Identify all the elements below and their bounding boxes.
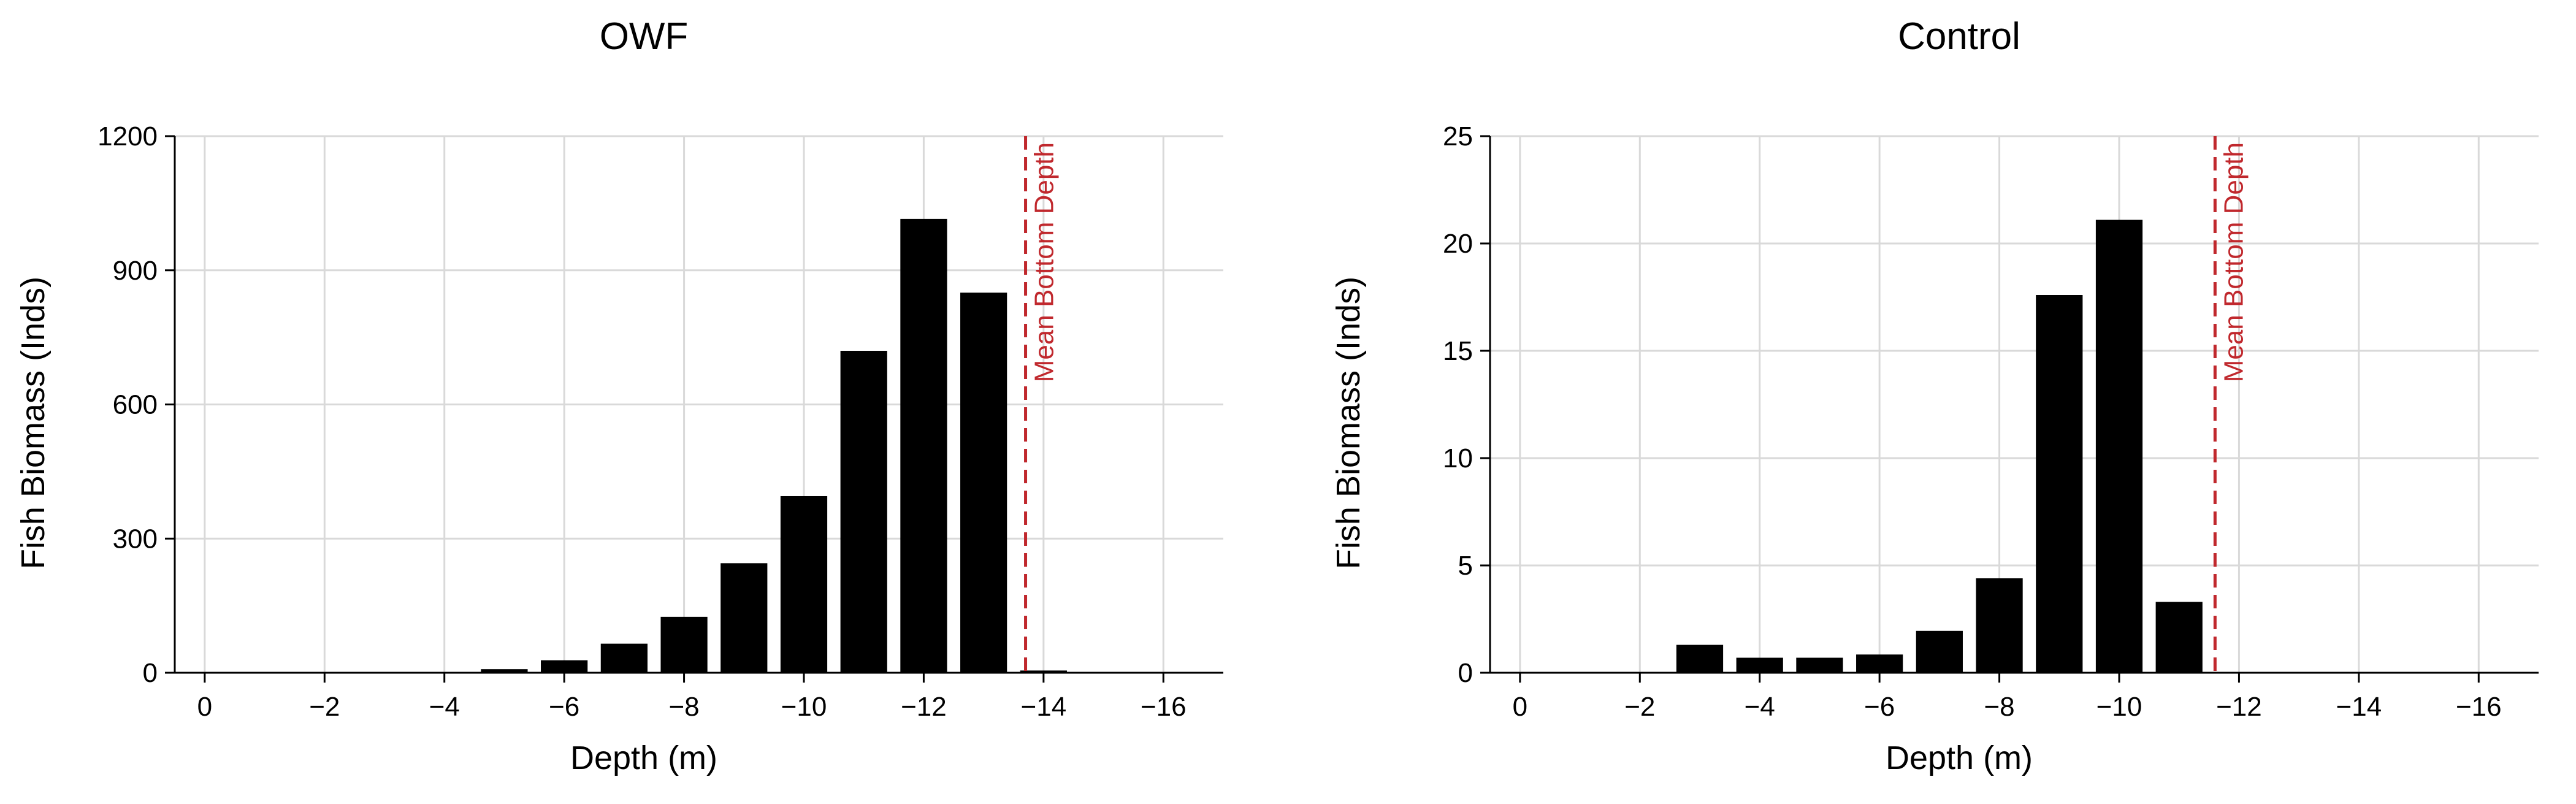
x-tick-label: −8 (668, 692, 699, 722)
mean-bottom-depth-label: Mean Bottom Depth (2219, 142, 2249, 382)
x-tick-label: 0 (1513, 692, 1527, 722)
x-tick-label: −8 (1984, 692, 2014, 722)
x-tick-label: −16 (1141, 692, 1187, 722)
chart-control: Mean Bottom Depth 0 −2 −4 −6 −8 −10 −12 −14 −160… (1330, 15, 2539, 776)
reference-layer: Mean Bottom Depth (2213, 136, 2249, 673)
x-tick-label: −12 (901, 692, 947, 722)
y-tick-label: 0 (1458, 658, 1473, 688)
bar (1676, 645, 1724, 673)
y-tick-label: 10 (1443, 443, 1473, 473)
y-tick-label: 300 (113, 524, 158, 554)
bar (1020, 670, 1067, 673)
ticks: 0 −2 −4 −6 −8 −10 −12 −14 −16 0 5 10 15 20 25 (1443, 121, 2502, 722)
bar (481, 669, 528, 673)
bar (600, 643, 648, 673)
y-tick-label: 25 (1443, 121, 1473, 151)
grid-lines (175, 135, 1223, 673)
bar (1856, 654, 1903, 673)
bar (900, 218, 947, 673)
x-tick-label: −10 (781, 692, 827, 722)
x-tick-label: −14 (1021, 692, 1067, 722)
y-axis-label: Fish Biomass (Inds) (1330, 277, 1367, 569)
bar (720, 563, 768, 673)
bar (1916, 630, 1963, 673)
bar (1796, 657, 1843, 673)
bar (2155, 602, 2203, 673)
bars (361, 218, 1067, 673)
y-tick-label: 1200 (97, 121, 158, 151)
y-tick-label: 15 (1443, 336, 1473, 366)
y-tick-label: 0 (143, 658, 158, 688)
y-tick-label: 600 (113, 390, 158, 420)
x-tick-label: −4 (429, 692, 460, 722)
bars (1676, 220, 2203, 673)
x-axis-label: Depth (m) (570, 740, 717, 776)
x-tick-label: −2 (309, 692, 340, 722)
x-tick-label: −12 (2216, 692, 2262, 722)
bar (960, 293, 1007, 673)
y-axis-label: Fish Biomass (Inds) (15, 277, 52, 569)
x-axis-label: Depth (m) (1886, 740, 2033, 776)
x-tick-label: −6 (549, 692, 579, 722)
chart-owf: Mean Bottom Depth 0 −2 −4 −6 −8 −10 −12 −14 −160… (15, 15, 1223, 776)
bar (2036, 295, 2083, 673)
x-tick-label: −6 (1864, 692, 1895, 722)
bar (660, 616, 708, 673)
bar (840, 351, 887, 673)
y-tick-label: 20 (1443, 229, 1473, 259)
x-tick-label: −2 (1624, 692, 1655, 722)
bar (1736, 657, 1783, 673)
reference-layer: Mean Bottom Depth (1024, 136, 1060, 673)
x-tick-label: 0 (197, 692, 212, 722)
x-tick-label: −14 (2336, 692, 2382, 722)
y-tick-label: 900 (113, 256, 158, 286)
mean-bottom-depth-label: Mean Bottom Depth (1030, 142, 1060, 382)
chart-title: OWF (600, 15, 689, 58)
chart-title: Control (1898, 15, 2020, 58)
bar (541, 660, 588, 673)
y-tick-label: 5 (1458, 551, 1473, 581)
bar (1976, 578, 2023, 673)
ticks: 0 −2 −4 −6 −8 −10 −12 −14 −16 0 300 600 900 1200 (97, 121, 1186, 722)
bar (2095, 220, 2143, 673)
x-tick-label: −10 (2096, 692, 2142, 722)
x-tick-label: −16 (2456, 692, 2502, 722)
x-tick-label: −4 (1745, 692, 1775, 722)
bar (780, 496, 828, 673)
